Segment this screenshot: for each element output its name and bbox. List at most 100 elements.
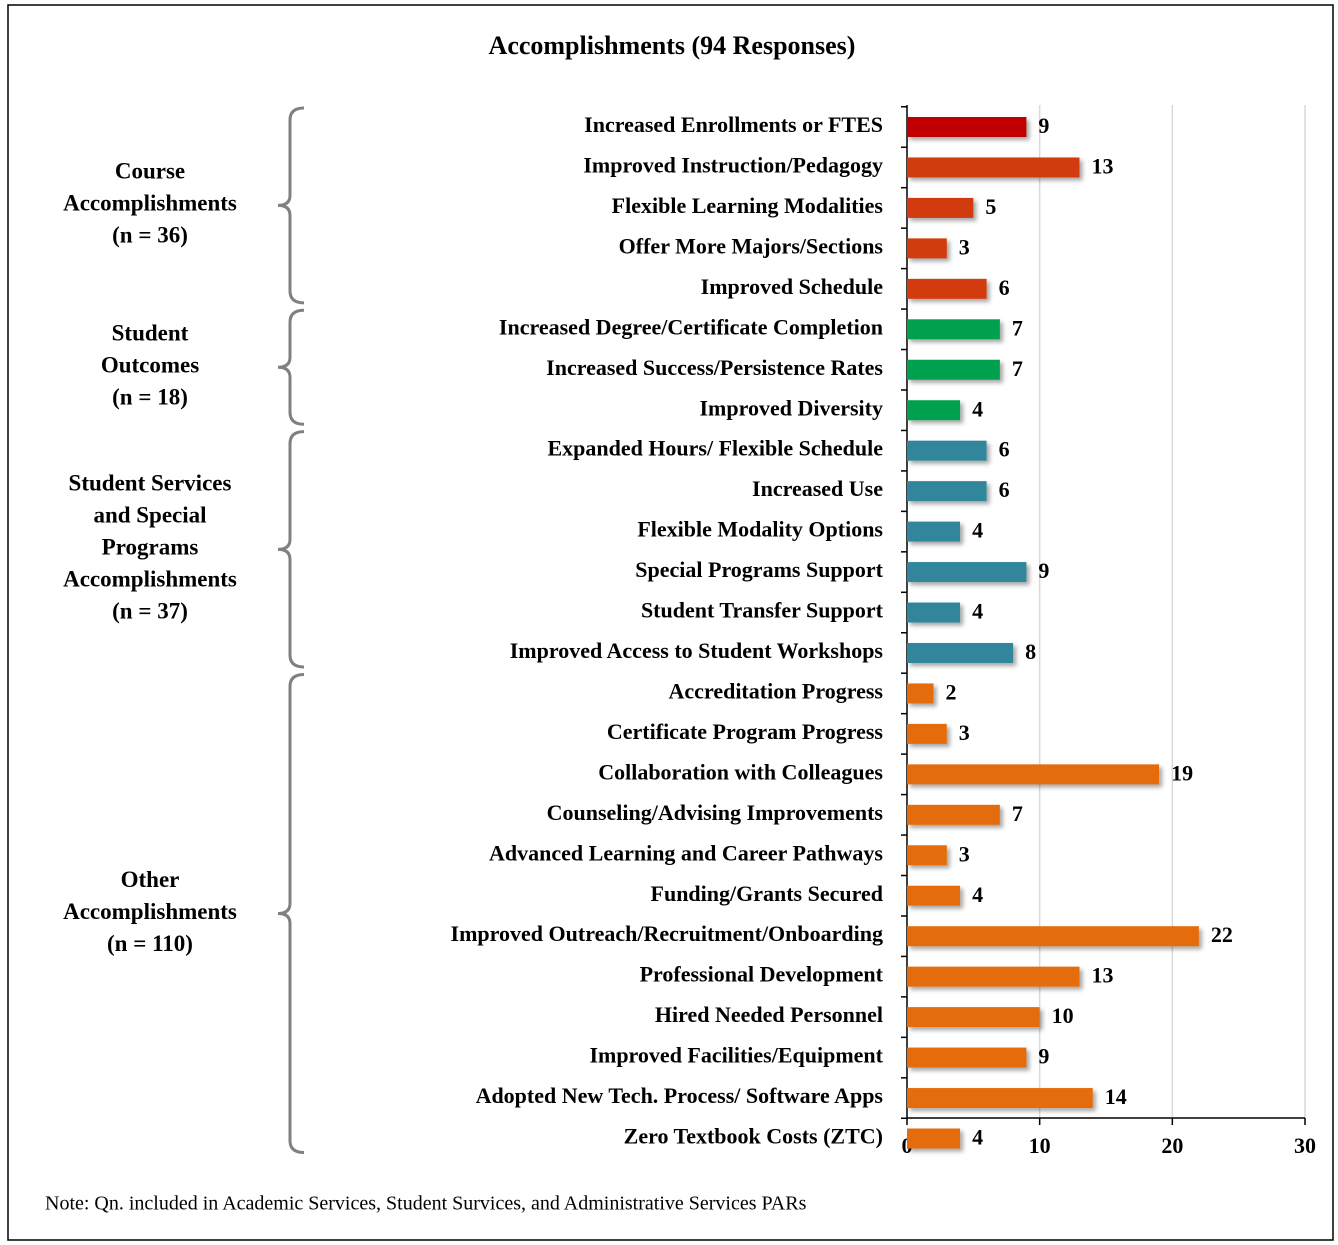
bar [907,926,1199,947]
y-tick-label: Expanded Hours/ Flexible Schedule [547,436,883,461]
group-bracket [277,308,305,426]
value-label: 13 [1091,963,1113,988]
value-label: 9 [1038,558,1049,583]
group-label: Accomplishments [63,567,237,592]
chart-title: Accomplishments (94 Responses) [489,31,856,60]
value-label: 7 [1012,801,1023,826]
value-label: 6 [999,275,1010,300]
group-bracket [277,430,305,669]
bar [907,117,1027,137]
x-tick-label: 10 [1029,1133,1051,1158]
value-label: 2 [946,679,957,704]
bar [907,683,934,704]
y-tick-label: Adopted New Tech. Process/ Software Apps [476,1083,884,1108]
group-label: (n = 37) [112,599,188,624]
value-label: 6 [999,477,1010,502]
value-label: 4 [972,882,983,907]
bar [907,1128,961,1149]
value-label: 10 [1052,1003,1074,1028]
value-label: 9 [1038,113,1049,138]
value-label: 7 [1012,315,1023,340]
y-tick-label: Offer More Majors/Sections [619,233,884,258]
y-tick-label: Increased Enrollments or FTES [584,112,883,137]
bar [907,562,1027,583]
value-label: 7 [1012,356,1023,381]
bar [907,157,1080,178]
x-tick-label: 20 [1161,1133,1183,1158]
value-label: 22 [1211,922,1233,947]
bar [907,1088,1093,1109]
y-tick-label: Improved Access to Student Workshops [510,638,884,663]
y-tick-label: Improved Facilities/Equipment [589,1043,883,1068]
y-tick-label: Increased Success/Persistence Rates [546,355,883,380]
group-label: Programs [102,535,199,560]
y-tick-label: Student Transfer Support [641,598,884,623]
bar [907,319,1000,340]
value-label: 13 [1091,154,1113,179]
bar [907,440,987,461]
y-tick-label: Collaboration with Colleagues [598,759,883,784]
bar [907,278,987,299]
frame [7,4,1334,1241]
value-label: 19 [1171,760,1193,785]
bar [907,642,1014,663]
group-label: (n = 18) [112,385,188,410]
group-bracket [277,106,305,305]
bar [907,885,961,906]
value-label: 8 [1025,639,1036,664]
x-tick-label: 30 [1294,1133,1316,1158]
y-tick-label: Improved Instruction/Pedagogy [583,153,883,178]
y-tick-label: Flexible Modality Options [637,517,883,542]
group-label: Student [112,321,189,346]
group-label: and Special [93,503,206,528]
y-tick-label: Improved Outreach/Recruitment/Onboarding [451,921,883,946]
value-label: 4 [972,396,983,421]
group-label: Outcomes [101,353,199,378]
bar [907,197,974,218]
group-label: Other [121,867,180,892]
group-bracket [277,672,305,1154]
group-label: (n = 36) [112,223,188,248]
bar [907,602,961,623]
value-label: 4 [972,518,983,543]
bar [907,481,987,502]
y-tick-label: Professional Development [640,962,884,987]
bar [907,845,947,866]
bar [907,1047,1027,1068]
y-tick-label: Increased Degree/Certificate Completion [499,314,883,339]
value-label: 14 [1105,1084,1127,1109]
y-tick-label: Zero Textbook Costs (ZTC) [624,1124,883,1149]
value-label: 3 [959,841,970,866]
group-label: Accomplishments [63,191,237,216]
bar [907,1007,1040,1028]
value-label: 4 [972,1125,983,1150]
bar [907,723,947,744]
bar [907,400,961,421]
value-label: 5 [985,194,996,219]
note: Note: Qn. included in Academic Services,… [45,1193,807,1215]
y-tick-label: Flexible Learning Modalities [612,193,884,218]
group-label: Student Services [69,471,232,496]
y-tick-label: Increased Use [752,476,883,501]
y-tick-label: Funding/Grants Secured [651,881,883,906]
bar [907,238,947,259]
y-tick-label: Improved Diversity [699,395,883,420]
value-label: 3 [959,720,970,745]
bar [907,521,961,542]
y-tick-label: Hired Needed Personnel [655,1002,883,1027]
group-label: (n = 110) [107,931,193,956]
y-tick-label: Advanced Learning and Career Pathways [489,840,883,865]
value-label: 9 [1038,1044,1049,1069]
y-tick-label: Special Programs Support [635,557,883,582]
value-label: 4 [972,599,983,624]
bar [907,359,1000,380]
y-tick-label: Accreditation Progress [669,678,884,703]
value-label: 3 [959,234,970,259]
group-label: Course [115,159,185,184]
y-tick-label: Counseling/Advising Improvements [547,800,884,825]
group-label: Accomplishments [63,899,237,924]
value-label: 6 [999,437,1010,462]
bar [907,966,1080,987]
bar [907,764,1160,785]
